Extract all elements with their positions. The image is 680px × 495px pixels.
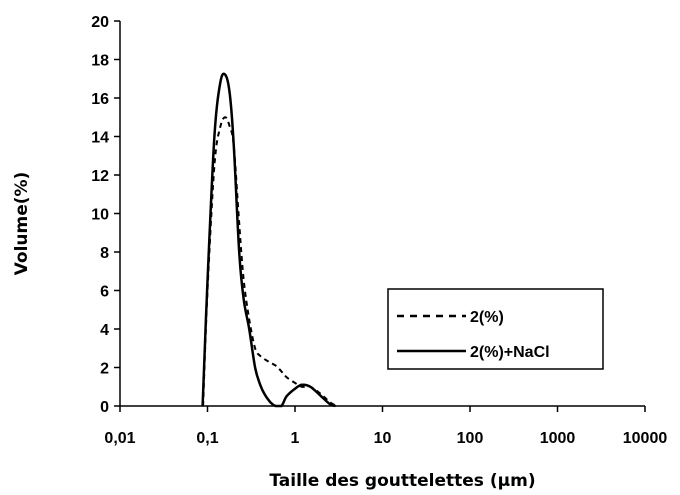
y-tick-label: 16	[91, 91, 109, 108]
y-tick-label: 14	[91, 130, 109, 147]
legend-box	[387, 288, 604, 370]
x-tick-label: 0,01	[104, 430, 135, 447]
x-axis-title: Taille des gouttelettes (µm)	[269, 471, 535, 491]
y-tick-label: 12	[91, 168, 109, 185]
legend: 2(%) 2(%)+NaCl	[387, 288, 604, 370]
series-2pct-nacl-line	[201, 72, 336, 408]
y-tick-label: 20	[91, 14, 109, 31]
x-tick-label: 1	[291, 430, 300, 447]
y-tick-label: 10	[91, 207, 109, 224]
x-tick-label: 1000	[540, 430, 576, 447]
y-tick-label: 18	[91, 53, 109, 70]
series-lines	[201, 72, 338, 408]
x-tick-label: 100	[457, 430, 484, 447]
legend-label-2pct: 2(%)	[470, 309, 504, 326]
y-axis-ticks: 0 2 4 6 8 10 12 14 16 18 20	[91, 14, 120, 416]
x-axis-ticks: 0,01 0,1 1 10 100 1000 10000	[104, 406, 667, 447]
y-tick-label: 8	[100, 245, 109, 262]
y-tick-label: 0	[100, 399, 109, 416]
x-tick-label: 0,1	[196, 430, 218, 447]
legend-label-2pct-nacl: 2(%)+NaCl	[470, 344, 550, 361]
x-tick-label: 10000	[623, 430, 668, 447]
y-tick-label: 6	[100, 284, 109, 301]
y-axis-title: Volume(%)	[12, 172, 32, 276]
series-2pct-line	[202, 116, 338, 407]
y-tick-label: 4	[100, 322, 109, 339]
x-tick-label: 10	[374, 430, 392, 447]
y-tick-label: 2	[100, 361, 109, 378]
